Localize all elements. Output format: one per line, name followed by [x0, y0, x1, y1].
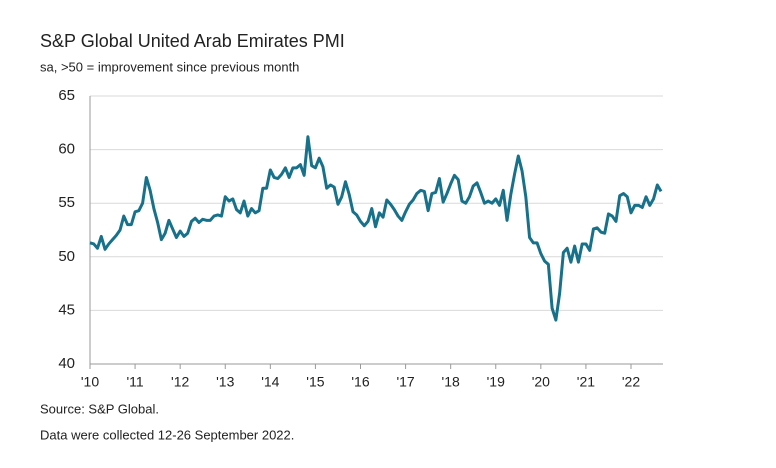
x-tick-label: '11 [126, 374, 143, 390]
x-tick-label: '10 [81, 374, 99, 390]
y-tick-label: 55 [58, 194, 75, 211]
note: Data were collected 12-26 September 2022… [40, 427, 294, 442]
y-tick-label: 40 [58, 355, 75, 372]
x-tick-label: '12 [171, 374, 189, 390]
x-tick-label: '21 [577, 374, 595, 390]
x-tick-label: '14 [261, 374, 279, 390]
x-tick-label: '17 [396, 374, 414, 390]
x-tick-label: '22 [622, 374, 640, 390]
x-tick-label: '13 [216, 374, 234, 390]
x-tick-label: '16 [351, 374, 369, 390]
y-tick-label: 60 [58, 141, 75, 158]
chart-title: S&P Global United Arab Emirates PMI [40, 31, 345, 51]
y-tick-label: 45 [58, 301, 75, 318]
y-tick-label: 50 [58, 248, 75, 265]
source: Source: S&P Global. [40, 401, 159, 416]
x-tick-label: '20 [532, 374, 550, 390]
x-tick-label: '19 [487, 374, 505, 390]
line [89, 135, 663, 322]
chart-subtitle: sa, >50 = improvement since previous mon… [40, 59, 299, 74]
x-tick-label: '15 [306, 374, 324, 390]
y-tick-label: 65 [58, 87, 75, 104]
x-tick-label: '18 [442, 374, 460, 390]
